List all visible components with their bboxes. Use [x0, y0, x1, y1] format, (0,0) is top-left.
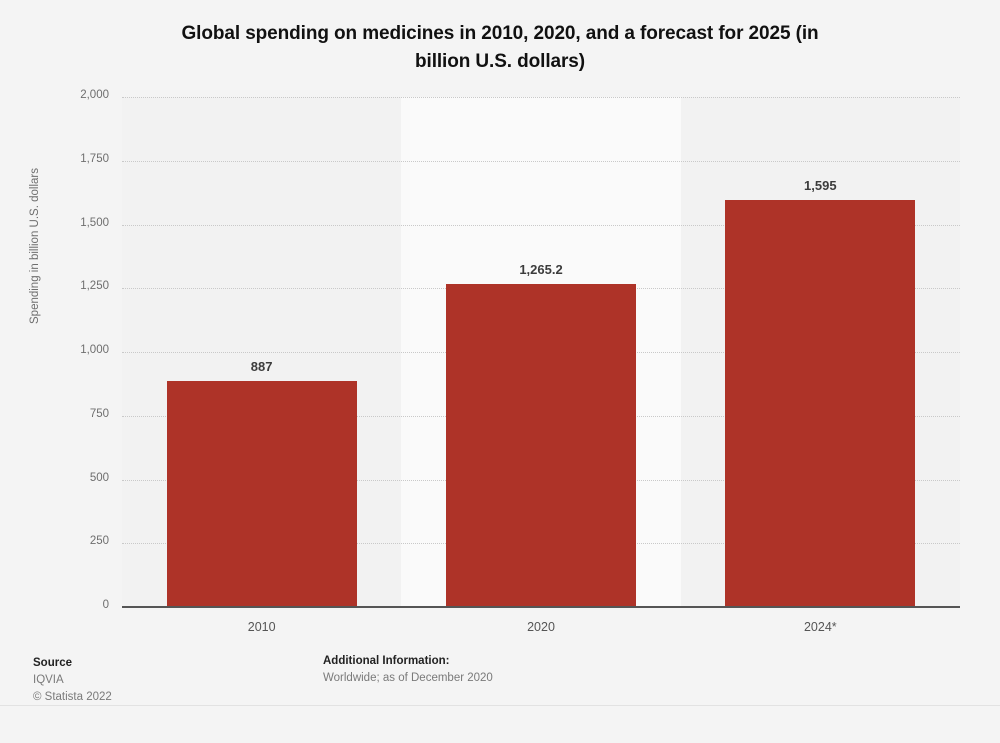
- gridline: [122, 160, 960, 162]
- y-tick-label: 1,000: [80, 344, 109, 356]
- bar[interactable]: [446, 284, 636, 607]
- bar[interactable]: [725, 200, 916, 607]
- chart-title: Global spending on medicines in 2010, 20…: [110, 20, 890, 75]
- source-block: Source IQVIA © Statista 2022: [33, 657, 112, 705]
- y-tick-label: 1,250: [80, 280, 109, 293]
- y-axis-ticks: 0 250 500 750 1,000 1,250 1,500 1,750 2,000: [47, 89, 109, 611]
- additional-information-block: Additional Information: Worldwide; as of…: [323, 655, 493, 687]
- chart-title-line-1: Global spending on medicines in 2010, 20…: [181, 23, 819, 44]
- bar-value-label: 1,265.2: [519, 262, 563, 278]
- additional-information-heading: Additional Information:: [323, 655, 450, 667]
- plot-area: [122, 97, 960, 607]
- gridline: [122, 97, 960, 98]
- y-axis-title: Spending in billion U.S. dollars: [29, 168, 41, 324]
- footer-divider: [0, 705, 1000, 706]
- y-tick-label: 750: [89, 407, 109, 420]
- y-tick-label: 500: [89, 471, 109, 484]
- chart-title-line-2: billion U.S. dollars): [415, 50, 585, 72]
- copyright-text: © Statista 2022: [33, 690, 112, 703]
- y-tick-label: 2,000: [80, 89, 109, 101]
- x-tick-label: 2020: [527, 620, 555, 634]
- source-heading: Source: [33, 657, 72, 669]
- y-tick-label: 250: [89, 535, 109, 548]
- y-tick-label: 0: [102, 599, 109, 611]
- x-axis-line: [122, 606, 960, 608]
- source-name[interactable]: IQVIA: [33, 674, 64, 686]
- bar[interactable]: [166, 380, 357, 607]
- bar-value-label: 1,595: [804, 178, 837, 194]
- additional-information-text: Worldwide; as of December 2020: [323, 672, 493, 684]
- x-tick-label: 2024*: [803, 620, 837, 634]
- y-tick-label: 1,500: [80, 216, 109, 229]
- x-tick-label: 2010: [247, 620, 276, 634]
- y-tick-label: 1,750: [80, 152, 109, 165]
- gridline: [122, 224, 960, 226]
- bar-value-label: 887: [250, 358, 273, 374]
